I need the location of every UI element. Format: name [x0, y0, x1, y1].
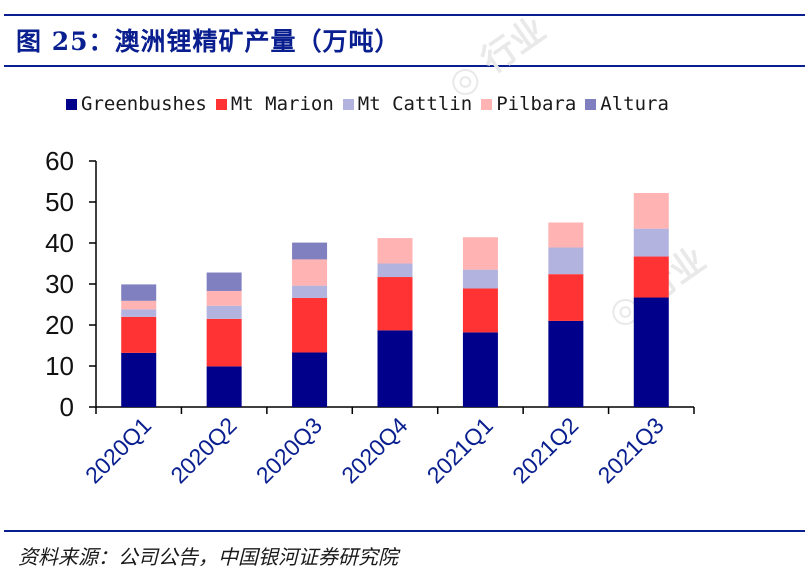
bar-segment-pilbara: [292, 259, 328, 286]
chart-legend: Greenbushes Mt Marion Mt Cattlin Pilbara Alt…: [66, 93, 678, 115]
top-rule: [4, 14, 805, 16]
bar-segment-pilbara: [548, 222, 584, 248]
bar-segment-altura: [206, 272, 242, 291]
bar-segment-greenbushes: [462, 332, 498, 407]
legend-label: Pilbara: [496, 93, 577, 115]
bar-segment-mt-marion: [633, 256, 669, 298]
bar-segment-pilbara: [633, 192, 669, 229]
bar-segment-pilbara: [462, 237, 498, 270]
bar-segment-pilbara: [121, 300, 157, 310]
legend-label: Altura: [600, 93, 669, 115]
y-tick-label: 30: [45, 269, 74, 299]
bar-segment-greenbushes: [206, 366, 242, 407]
bar-segment-mt-marion: [292, 297, 328, 353]
legend-swatch: [585, 98, 597, 110]
bar-segment-mt-marion: [548, 274, 584, 321]
title-underline: [4, 65, 805, 67]
bar-segment-mt-marion: [462, 288, 498, 333]
legend-label: Greenbushes: [81, 93, 207, 115]
x-tick-label: 2021Q3: [593, 412, 669, 488]
bar-segment-greenbushes: [548, 320, 584, 407]
bar-segment-greenbushes: [121, 352, 157, 407]
legend-item-greenbushes: Greenbushes: [66, 93, 207, 115]
legend-item-altura: Altura: [585, 93, 669, 115]
legend-swatch: [481, 98, 493, 110]
y-tick-label: 40: [45, 228, 74, 258]
x-tick-label: 2020Q1: [80, 412, 156, 488]
x-tick-label: 2021Q2: [507, 412, 583, 488]
y-tick-label: 10: [45, 351, 74, 381]
bar-segment-altura: [292, 242, 328, 260]
bar-segment-mt-cattlin: [377, 263, 413, 278]
legend-item-mt-marion: Mt Marion: [215, 93, 334, 115]
legend-item-mt-cattlin: Mt Cattlin: [342, 93, 473, 115]
legend-swatch: [66, 98, 77, 110]
y-tick-label: 60: [45, 146, 74, 176]
bar-segment-mt-cattlin: [548, 247, 584, 275]
legend-swatch: [342, 98, 354, 110]
source-note: 资料来源：公司公告，中国银河证券研究院: [18, 545, 398, 569]
legend-swatch: [215, 98, 227, 110]
legend-label: Mt Cattlin: [357, 93, 473, 115]
figure-title: 图 25：澳洲锂精矿产量（万吨）: [16, 27, 401, 56]
bar-segment-mt-cattlin: [292, 285, 328, 298]
bar-segment-mt-cattlin: [121, 309, 157, 317]
y-tick-label: 0: [60, 392, 74, 422]
y-tick-label: 50: [45, 187, 74, 217]
x-tick-label: 2020Q3: [251, 412, 327, 488]
bar-segment-mt-cattlin: [462, 269, 498, 289]
footer-rule: [4, 530, 805, 532]
legend-label: Mt Marion: [230, 93, 334, 115]
bar-segment-mt-cattlin: [206, 305, 242, 319]
x-tick-label: 2021Q1: [422, 412, 498, 488]
bar-segment-greenbushes: [633, 297, 669, 407]
bar-segment-mt-marion: [377, 277, 413, 331]
bar-segment-greenbushes: [377, 330, 413, 407]
bar-segment-mt-marion: [121, 316, 157, 353]
bar-segment-altura: [121, 284, 157, 301]
bar-segment-mt-cattlin: [633, 228, 669, 257]
x-tick-label: 2020Q2: [165, 412, 241, 488]
bar-segment-greenbushes: [292, 352, 328, 407]
bar-segment-mt-marion: [206, 318, 242, 367]
bar-segment-pilbara: [377, 238, 413, 264]
y-tick-label: 20: [45, 310, 74, 340]
bar-segment-pilbara: [206, 290, 242, 306]
x-tick-label: 2020Q4: [336, 412, 412, 488]
legend-item-pilbara: Pilbara: [481, 93, 576, 115]
